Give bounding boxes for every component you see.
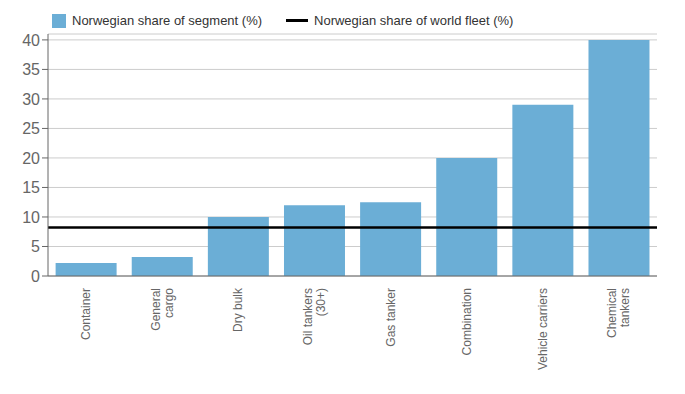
html-text:Norwegian share of world fleet: Norwegian share of world fleet (%) [314, 13, 514, 28]
svg-text:Dry bulk: Dry bulk [231, 287, 245, 332]
svg-text:35: 35 [22, 61, 40, 78]
svg-text:Chemicaltankers: Chemicaltankers [605, 288, 632, 338]
svg-text:20: 20 [22, 150, 40, 167]
svg-text:Generalcargo: Generalcargo [149, 288, 176, 331]
svg-text:Vehicle carriers: Vehicle carriers [536, 288, 550, 370]
svg-text:Container: Container [79, 288, 93, 340]
svg-text:40: 40 [22, 32, 40, 49]
svg-text:Oil tankers(30+): Oil tankers(30+) [301, 288, 328, 345]
svg-text:30: 30 [22, 91, 40, 108]
svg-text:25: 25 [22, 120, 40, 137]
svg-text:15: 15 [22, 179, 40, 196]
svg-text:0: 0 [31, 268, 40, 285]
svg-text:Combination: Combination [460, 288, 474, 355]
svg-text:Gas tanker: Gas tanker [384, 288, 398, 347]
html-text:Norwegian share of segment (%): Norwegian share of segment (%) [72, 13, 262, 28]
svg-text:5: 5 [31, 238, 40, 255]
svg-text:10: 10 [22, 209, 40, 226]
